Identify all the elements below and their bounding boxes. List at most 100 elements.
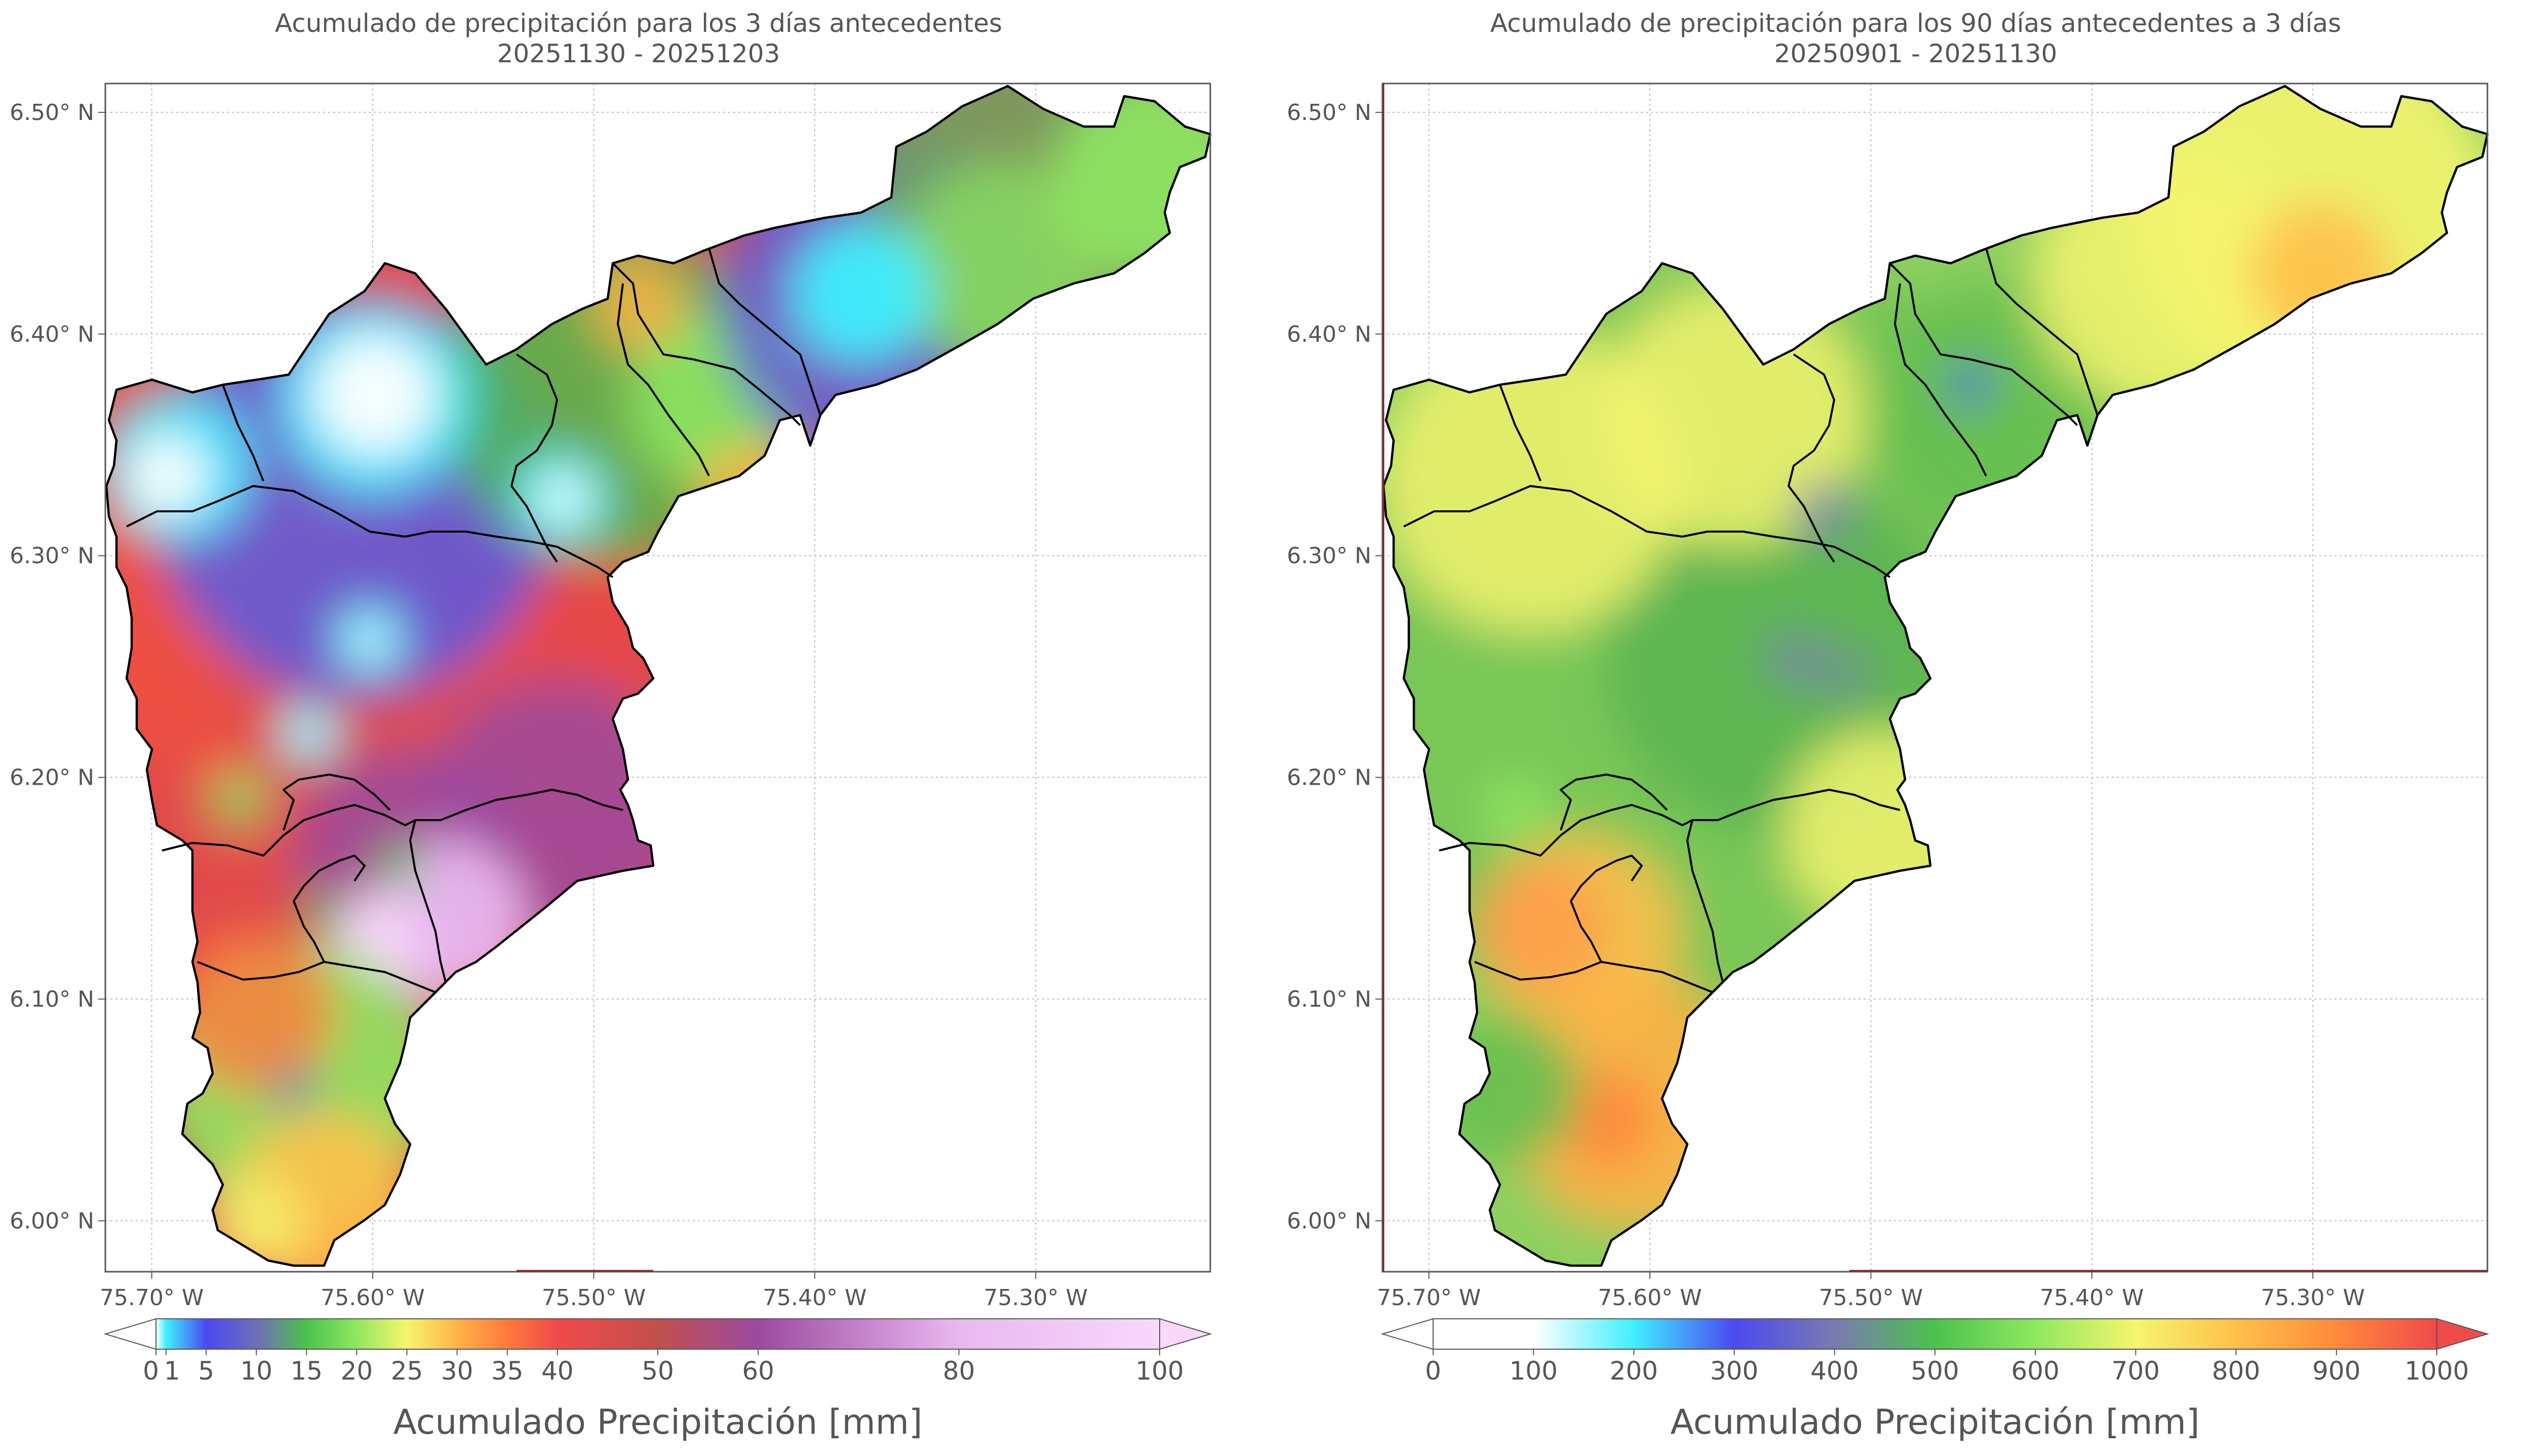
right-field-blob <box>1475 861 1606 992</box>
left-colorbar-tick-label: 20 <box>341 1356 373 1386</box>
left-colorbar-tick-label: 80 <box>943 1356 975 1386</box>
right-field-blob <box>1601 284 1865 547</box>
left-municipality-border <box>126 485 614 578</box>
left-map-panel: Acumulado de precipitación para los 3 dí… <box>10 9 1212 1442</box>
right-colorbar-tick-label: 800 <box>2212 1356 2260 1386</box>
left-field-blob <box>353 624 386 657</box>
right-map-panel: Acumulado de precipitación para los 90 d… <box>1277 0 2532 1456</box>
left-colorbar-extend-max <box>1159 1318 1212 1350</box>
right-field-blob <box>1556 1068 1657 1169</box>
left-x-tick-label: 75.60° W <box>321 1285 424 1311</box>
left-colorbar-tick-label: 10 <box>240 1356 272 1386</box>
left-map-svg: 75.70° W 75.60° W 75.50° W 75.40° W 75.30° W… <box>10 83 1212 1442</box>
left-municipality-border <box>283 774 391 831</box>
right-x-tick-label: 75.60° W <box>1598 1285 1702 1311</box>
left-field-blob <box>296 721 322 747</box>
right-y-tick-label: 6.40° N <box>1287 321 1371 347</box>
right-map-date-range: 20250901 - 20251130 <box>1774 39 2058 68</box>
left-colorbar-tick-label: 0 <box>143 1356 159 1386</box>
right-colorbar-tick-label: 400 <box>1810 1356 1858 1386</box>
left-colorbar-tick-label: 50 <box>642 1356 674 1386</box>
right-field-blob <box>1480 775 1551 845</box>
right-colorbar-tick-label: 200 <box>1610 1356 1658 1386</box>
right-colorbar-extend-max <box>2436 1318 2489 1350</box>
left-colorbar-tick-label: 5 <box>198 1356 214 1386</box>
left-y-tick-label: 6.10° N <box>10 986 94 1012</box>
left-x-tick-label: 75.70° W <box>100 1285 204 1311</box>
right-y-tick-label: 6.50° N <box>1287 100 1371 126</box>
right-municipality-border <box>1403 485 1891 578</box>
right-x-tick-label: 75.50° W <box>1819 1285 1923 1311</box>
right-map-svg: 75.70° W 75.60° W 75.50° W 75.40° W 75.30° W… <box>1287 83 2489 1442</box>
right-municipality-border <box>1439 789 1901 857</box>
left-municipality-border <box>293 901 325 962</box>
left-municipality-border <box>612 262 801 426</box>
right-colorbar-title: Acumulado Precipitación [mm] <box>1670 1402 2199 1442</box>
right-municipality-border <box>1474 961 1713 993</box>
right-municipality-border <box>1985 248 2099 416</box>
left-colorbar-tick-label: 100 <box>1135 1356 1183 1386</box>
left-municipality-border <box>617 283 710 476</box>
right-municipality-border <box>1499 384 1541 481</box>
left-colorbar-tick-label: 60 <box>742 1356 774 1386</box>
left-x-tick-label: 75.30° W <box>984 1285 1088 1311</box>
left-municipality-boundaries <box>126 248 821 993</box>
right-region-outline <box>1382 85 2489 1267</box>
right-colorbar-tick-label: 1000 <box>2404 1356 2469 1386</box>
right-colorbar-gradient <box>1433 1319 2437 1349</box>
left-y-tick-label: 6.20° N <box>10 765 94 791</box>
left-field-blob <box>273 1068 314 1109</box>
right-colorbar-tick-label: 900 <box>2312 1356 2360 1386</box>
left-municipality-border <box>162 789 623 857</box>
right-municipality-border <box>1788 353 1835 563</box>
right-y-tick-label: 6.20° N <box>1287 765 1371 791</box>
left-y-tick-label: 6.40° N <box>10 321 94 347</box>
right-field-blob <box>1794 481 1854 542</box>
left-colorbar-tick-label: 40 <box>541 1356 574 1386</box>
right-field-blob <box>1768 633 1819 683</box>
left-x-tick-label: 75.50° W <box>542 1285 646 1311</box>
left-municipality-border <box>197 961 436 993</box>
right-colorbar-tick-label: 500 <box>1911 1356 1959 1386</box>
right-colorbar-tick-label: 600 <box>2011 1356 2059 1386</box>
right-municipality-border <box>1894 283 1987 476</box>
right-axes-frame <box>1381 83 2488 1273</box>
left-municipality-border <box>409 820 447 983</box>
left-municipality-border <box>708 248 821 416</box>
right-map-title: Acumulado de precipitación para los 90 d… <box>1490 9 2342 38</box>
right-municipality-border <box>1570 901 1602 962</box>
left-field-blob <box>592 258 684 349</box>
left-colorbar-extend-min <box>103 1318 156 1350</box>
left-y-tick-label: 6.00° N <box>10 1208 94 1234</box>
left-field-blob <box>304 891 344 932</box>
right-x-tick-label: 75.40° W <box>2040 1285 2144 1311</box>
left-municipality-border <box>510 353 558 563</box>
left-region-outline <box>105 85 1212 1267</box>
left-x-tick-label: 75.40° W <box>763 1285 866 1311</box>
right-field-blob <box>1951 365 1991 405</box>
left-y-tick-label: 6.30° N <box>10 543 94 569</box>
right-x-tick-label: 75.70° W <box>1377 1285 1481 1311</box>
right-y-tick-label: 6.00° N <box>1287 1208 1371 1234</box>
right-municipality-border <box>1560 774 1668 831</box>
left-field-blob <box>208 770 268 830</box>
left-axes-frame <box>104 83 1211 1273</box>
left-field-blob <box>539 476 585 521</box>
left-colorbar-tick-label: 30 <box>441 1356 473 1386</box>
right-x-tick-label: 75.30° W <box>2261 1285 2365 1311</box>
right-colorbar-tick-label: 100 <box>1509 1356 1557 1386</box>
right-municipality-border <box>1889 262 2078 426</box>
right-field-blob <box>1819 648 1870 699</box>
left-field-blob <box>127 435 208 516</box>
left-colorbar-tick-label: 35 <box>491 1356 524 1386</box>
left-colorbar-tick-label: 1 <box>164 1356 180 1386</box>
right-colorbar: 0 100 200 300 400 500 600 700 800 900 1000 Acumulad… <box>1380 1318 2489 1442</box>
left-field-blob <box>314 334 436 456</box>
left-map-title: Acumulado de precipitación para los 3 dí… <box>274 9 1003 38</box>
right-colorbar-tick-label: 700 <box>2112 1356 2160 1386</box>
right-y-tick-label: 6.10° N <box>1287 986 1371 1012</box>
right-municipality-border <box>1570 855 1643 902</box>
left-municipality-border <box>293 855 366 902</box>
left-municipality-border <box>222 384 264 481</box>
